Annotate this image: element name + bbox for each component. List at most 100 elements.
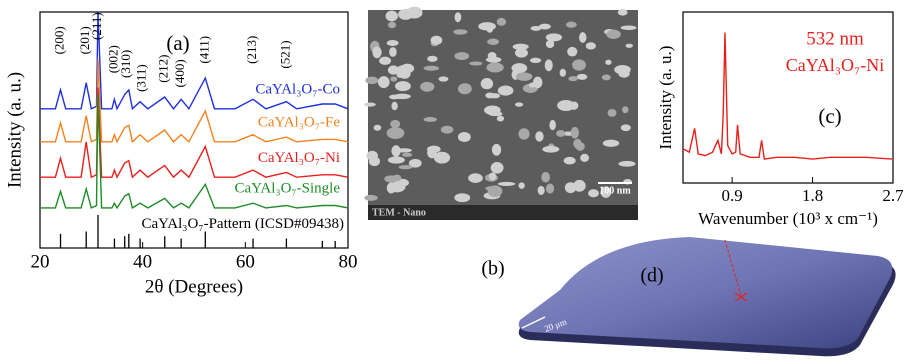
tem-scale-label: 100 nm bbox=[599, 185, 631, 196]
particle bbox=[535, 131, 543, 141]
particle bbox=[545, 59, 553, 71]
particle bbox=[573, 139, 581, 149]
particle bbox=[603, 140, 619, 147]
particle bbox=[546, 33, 562, 41]
x-tick-label: 20 bbox=[31, 251, 50, 272]
particle bbox=[391, 102, 397, 111]
particle bbox=[364, 103, 376, 107]
particle bbox=[458, 132, 471, 142]
x-axis-label: Wavenumber (10³ x cm⁻¹) bbox=[698, 209, 878, 228]
particle bbox=[515, 102, 523, 106]
tem-caption: TEM - Nano bbox=[372, 207, 426, 218]
particle bbox=[393, 175, 402, 182]
plate-panel: (d) 20 μm bbox=[519, 237, 896, 356]
particle bbox=[454, 193, 470, 202]
x-tick-label: 0.9 bbox=[722, 186, 743, 205]
particle bbox=[602, 74, 611, 80]
particle bbox=[424, 66, 439, 71]
particle bbox=[374, 125, 382, 131]
annotation: 532 nm bbox=[806, 28, 864, 49]
peak-label: (311) bbox=[134, 64, 149, 92]
peak-label: (211) bbox=[89, 12, 104, 40]
particle bbox=[579, 32, 586, 43]
page: (b) TEM - Nano100 nm (d) 20 μm 204060802… bbox=[0, 0, 909, 364]
particle bbox=[387, 127, 405, 139]
particle bbox=[389, 47, 397, 57]
series-label: CaYAl₃O₇-Single bbox=[235, 180, 341, 196]
particle bbox=[399, 165, 413, 169]
particle bbox=[621, 124, 631, 131]
particle bbox=[431, 36, 443, 45]
particle bbox=[439, 76, 449, 81]
particle bbox=[391, 145, 400, 156]
particle bbox=[478, 22, 496, 30]
particle bbox=[492, 144, 501, 156]
particle bbox=[490, 93, 501, 98]
particle bbox=[568, 76, 578, 81]
peak-label: (400) bbox=[172, 59, 187, 87]
series-label: CaYAl₃O₇-Co bbox=[255, 81, 340, 97]
peak-label: (213) bbox=[244, 36, 259, 64]
particle bbox=[605, 60, 611, 65]
particle bbox=[441, 126, 454, 134]
particle bbox=[390, 120, 400, 128]
particle bbox=[488, 52, 497, 59]
particle bbox=[389, 95, 400, 100]
particle bbox=[455, 12, 462, 22]
particle bbox=[420, 82, 434, 92]
particle bbox=[498, 182, 516, 186]
series-label: CaYAl₃O₇-Pattern (ICSD#09438) bbox=[141, 216, 344, 232]
particle bbox=[531, 26, 542, 31]
particle bbox=[427, 146, 441, 153]
particle bbox=[378, 76, 390, 88]
particle bbox=[518, 128, 529, 139]
particle bbox=[458, 83, 472, 94]
particle bbox=[618, 9, 628, 16]
tem-panel: (b) TEM - Nano100 nm bbox=[364, 7, 638, 280]
particle bbox=[622, 106, 628, 113]
particle bbox=[390, 76, 397, 81]
particle bbox=[538, 186, 545, 195]
particle bbox=[491, 162, 504, 173]
x-tick-label: 2.7 bbox=[882, 186, 904, 205]
particle bbox=[453, 29, 467, 34]
particle bbox=[389, 182, 405, 193]
particle bbox=[546, 184, 554, 194]
particle bbox=[388, 156, 405, 163]
particle bbox=[621, 25, 637, 30]
panel-label: (d) bbox=[640, 265, 663, 287]
particle bbox=[400, 64, 414, 74]
x-tick-label: 40 bbox=[133, 251, 152, 272]
particle bbox=[565, 182, 576, 193]
particle bbox=[556, 130, 565, 137]
particle bbox=[481, 78, 493, 89]
plate bbox=[519, 237, 892, 348]
particle bbox=[541, 172, 550, 183]
particle bbox=[497, 18, 506, 26]
particle bbox=[530, 58, 541, 63]
particle bbox=[454, 52, 469, 60]
particle bbox=[586, 42, 596, 49]
particle bbox=[364, 195, 377, 201]
particle bbox=[564, 157, 576, 165]
y-axis-label: Intensity (a. u.) bbox=[4, 72, 25, 188]
particle bbox=[498, 86, 514, 96]
peak-label: (310) bbox=[118, 50, 133, 78]
particle bbox=[560, 69, 566, 77]
particle bbox=[489, 172, 496, 180]
particle bbox=[497, 116, 504, 122]
particle bbox=[519, 182, 525, 188]
panel-label: (a) bbox=[166, 31, 189, 55]
particle bbox=[427, 56, 437, 62]
particle bbox=[606, 30, 621, 39]
panel-label: (c) bbox=[818, 104, 841, 128]
particle bbox=[469, 61, 482, 65]
particle bbox=[608, 109, 617, 117]
particle bbox=[488, 111, 502, 116]
peak-label: (212) bbox=[156, 55, 171, 83]
particle bbox=[572, 59, 586, 70]
peak-label: (411) bbox=[196, 36, 211, 64]
particle bbox=[395, 81, 411, 91]
tem-image bbox=[368, 10, 638, 220]
particle bbox=[511, 63, 527, 73]
